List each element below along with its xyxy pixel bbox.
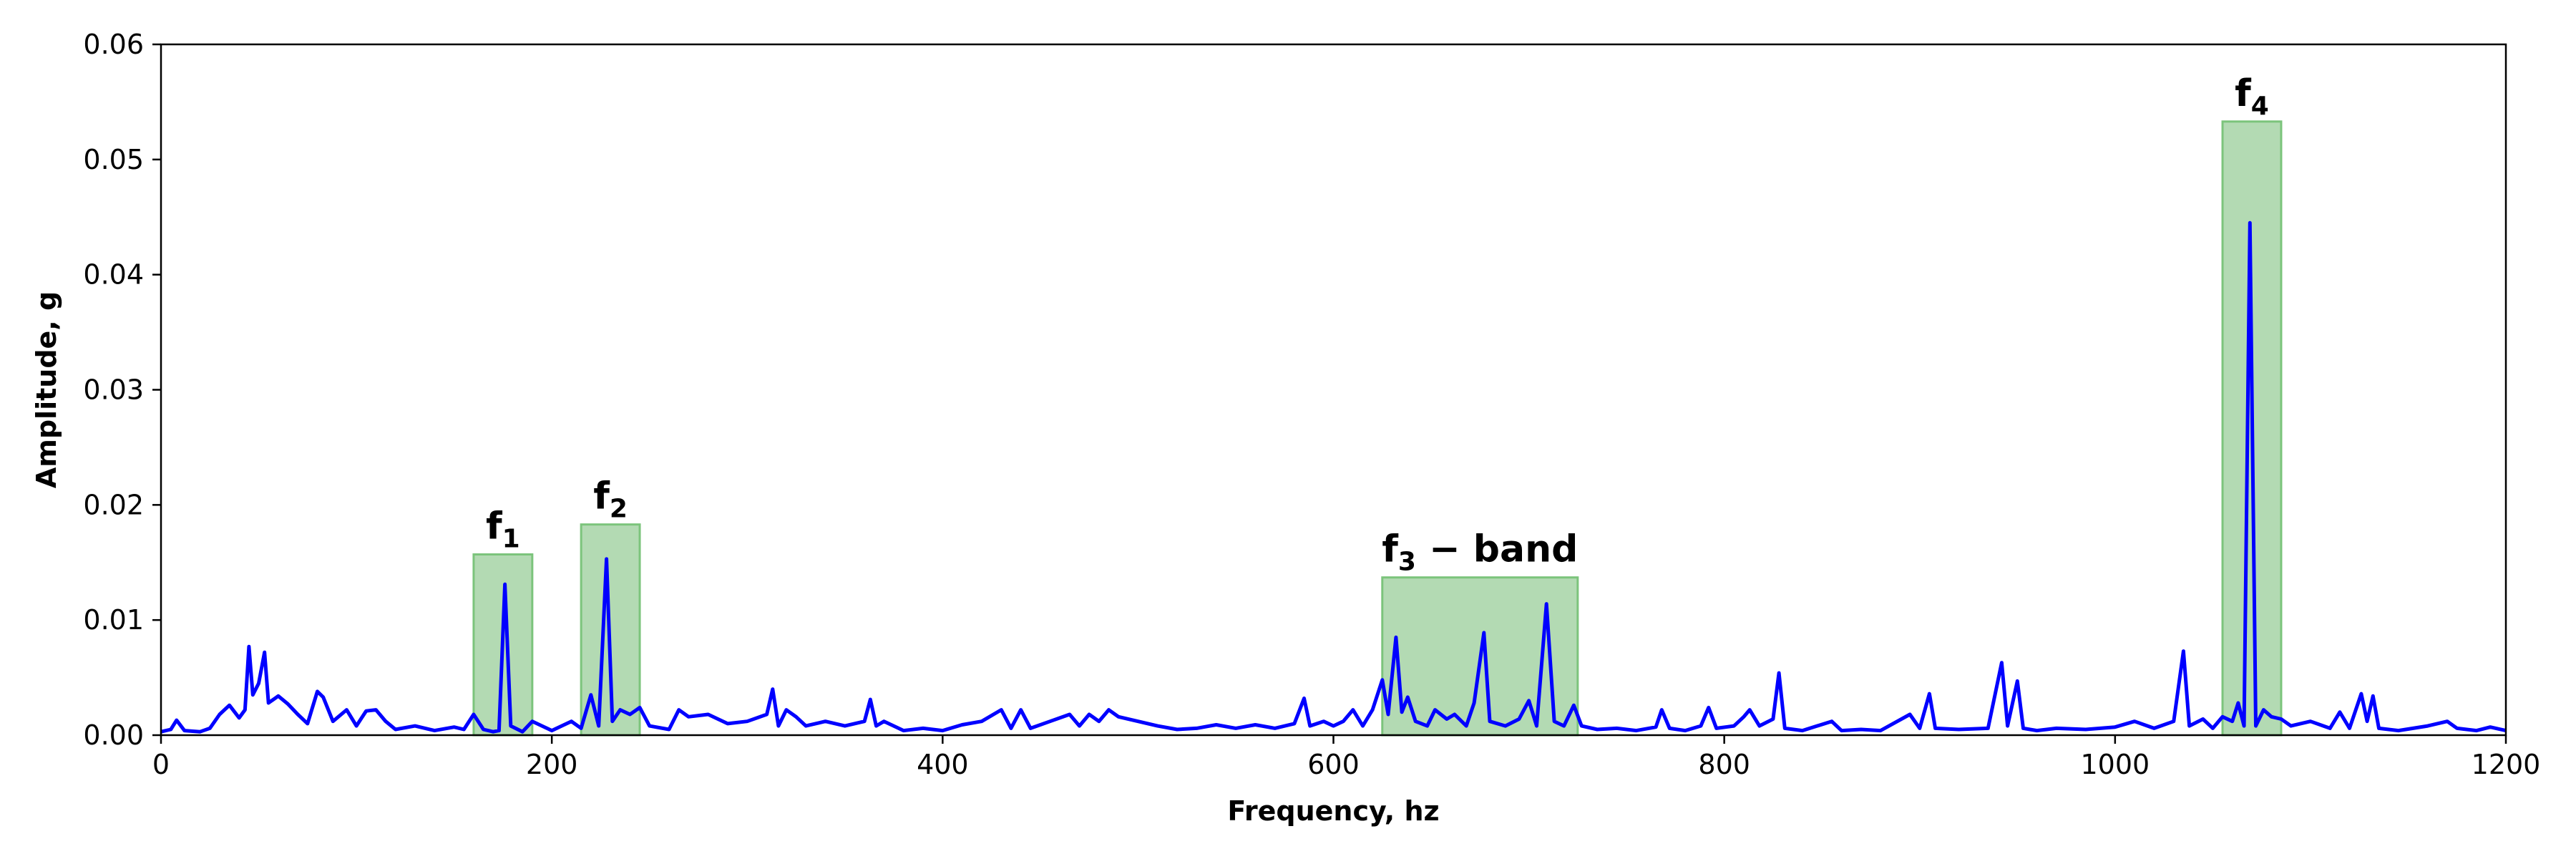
x-tick-label: 600: [1307, 749, 1360, 780]
x-tick-label: 0: [152, 749, 170, 780]
y-tick-label: 0.05: [83, 144, 144, 175]
x-axis-title: Frequency, hz: [1227, 795, 1439, 827]
y-tick-label: 0.06: [83, 29, 144, 60]
y-tick-label: 0.02: [83, 489, 144, 520]
band-4-label: f4: [2235, 72, 2269, 121]
y-tick-label: 0.00: [83, 719, 144, 751]
y-tick-label: 0.03: [83, 374, 144, 406]
x-tick-label: 800: [1698, 749, 1750, 780]
band-3-label: f3 − band: [1382, 528, 1578, 577]
x-axis-ticks: 0 200 400 600 800 1000 1200: [152, 735, 2540, 780]
band-1-label: f1: [486, 505, 520, 553]
spectrum-line: [160, 220, 2507, 734]
y-tick-label: 0.04: [83, 259, 144, 291]
y-axis-ticks: 0.00 0.01 0.02 0.03 0.04 0.05 0.06: [83, 29, 161, 751]
x-tick-label: 1000: [2080, 749, 2150, 780]
y-axis-title: Amplitude, g: [31, 291, 62, 488]
band-2-label: f2: [593, 475, 628, 524]
y-tick-label: 0.01: [83, 604, 144, 636]
x-tick-label: 400: [917, 749, 969, 780]
x-tick-label: 200: [526, 749, 578, 780]
spectrum-series: [160, 220, 2507, 734]
x-tick-label: 1200: [2472, 749, 2541, 780]
